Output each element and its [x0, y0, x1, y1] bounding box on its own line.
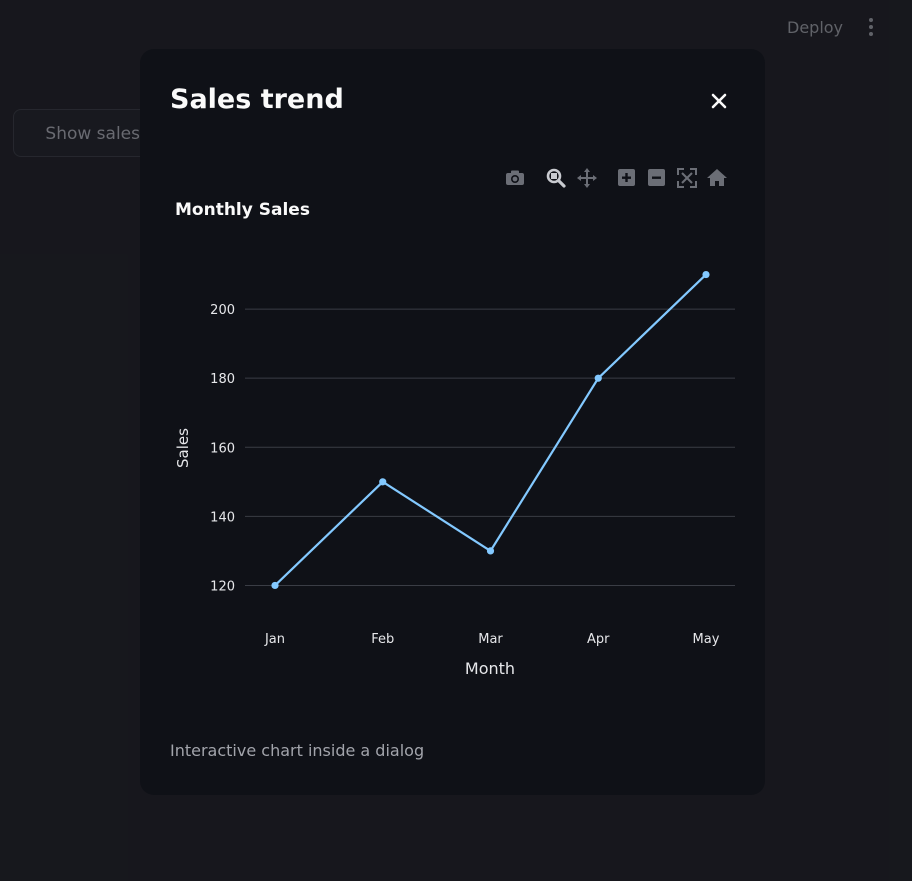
y-tick-label: 180 [210, 372, 235, 387]
y-tick-label: 140 [210, 510, 235, 525]
autoscale-icon[interactable] [676, 166, 698, 190]
data-point[interactable] [486, 547, 495, 555]
zoom-out-icon[interactable] [646, 166, 668, 190]
dialog-title: Sales trend [170, 84, 344, 115]
x-tick-label: Mar [478, 632, 503, 647]
kebab-menu-icon[interactable] [860, 15, 882, 39]
chart-modebar [504, 166, 730, 190]
pan-icon[interactable] [576, 166, 598, 190]
x-tick-label: Apr [587, 632, 610, 647]
series-line [274, 273, 707, 587]
y-axis-title: Sales [174, 428, 192, 468]
deploy-button[interactable]: Deploy [778, 14, 852, 42]
zoom-icon[interactable] [545, 166, 567, 190]
data-point[interactable] [271, 581, 279, 590]
data-point[interactable] [594, 374, 602, 382]
y-tick-label: 160 [210, 441, 235, 456]
dialog-caption: Interactive chart inside a dialog [170, 741, 425, 760]
zoom-in-icon[interactable] [616, 166, 638, 190]
data-point[interactable] [702, 270, 710, 279]
x-tick-label: Feb [371, 632, 394, 647]
x-axis-title: Month [465, 659, 515, 678]
sales-line-chart[interactable]: 120 140 160 180 200 Jan Feb Mar Apr May Month Sales [165, 240, 745, 695]
y-tick-label: 200 [210, 303, 235, 318]
x-tick-label: Jan [264, 632, 285, 647]
x-tick-label: May [693, 632, 720, 647]
top-toolbar: Deploy [0, 0, 912, 56]
data-point[interactable] [379, 478, 387, 486]
chart-title: Monthly Sales [175, 200, 310, 220]
camera-icon[interactable] [504, 166, 526, 190]
close-icon[interactable] [707, 88, 731, 114]
y-tick-label: 120 [210, 579, 235, 594]
home-icon[interactable] [706, 166, 728, 190]
